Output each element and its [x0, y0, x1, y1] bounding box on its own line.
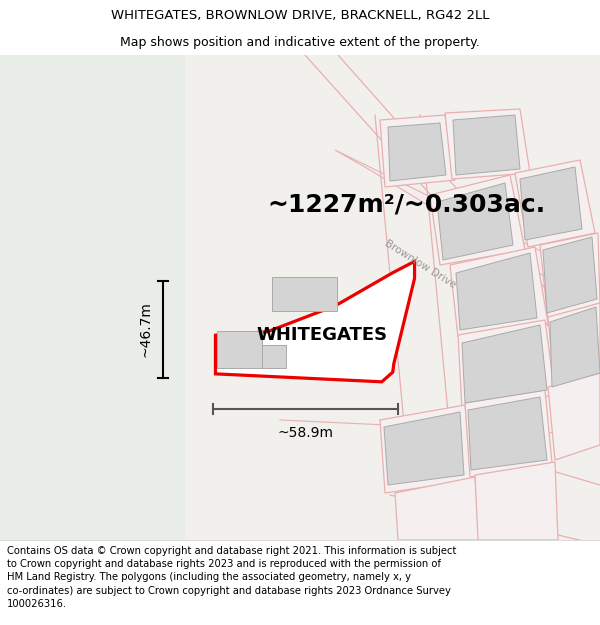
Polygon shape	[540, 233, 600, 320]
Polygon shape	[430, 175, 525, 265]
Polygon shape	[458, 320, 555, 410]
Polygon shape	[217, 331, 262, 368]
Polygon shape	[395, 477, 480, 540]
Polygon shape	[215, 261, 415, 382]
Text: WHITEGATES, BROWNLOW DRIVE, BRACKNELL, RG42 2LL: WHITEGATES, BROWNLOW DRIVE, BRACKNELL, R…	[111, 9, 489, 22]
Polygon shape	[468, 397, 547, 470]
Polygon shape	[380, 405, 472, 493]
Polygon shape	[456, 253, 537, 330]
Text: Brownlow Drive: Brownlow Drive	[383, 238, 457, 290]
Polygon shape	[380, 115, 455, 187]
Text: ~46.7m: ~46.7m	[139, 302, 152, 358]
Polygon shape	[543, 237, 597, 313]
Text: Map shows position and indicative extent of the property.: Map shows position and indicative extent…	[120, 36, 480, 49]
Text: Contains OS data © Crown copyright and database right 2021. This information is : Contains OS data © Crown copyright and d…	[7, 546, 457, 609]
Polygon shape	[272, 278, 337, 311]
Polygon shape	[548, 303, 600, 390]
Polygon shape	[384, 412, 464, 485]
Bar	[0, 55, 185, 540]
Polygon shape	[437, 183, 513, 260]
Polygon shape	[335, 150, 600, 310]
Polygon shape	[475, 462, 558, 540]
Polygon shape	[462, 325, 547, 403]
Text: ~1227m²/~0.303ac.: ~1227m²/~0.303ac.	[267, 192, 545, 216]
Polygon shape	[453, 115, 520, 175]
Polygon shape	[548, 373, 600, 460]
Polygon shape	[262, 346, 286, 368]
Polygon shape	[550, 307, 600, 387]
Polygon shape	[515, 160, 595, 247]
Polygon shape	[445, 109, 530, 179]
Text: WHITEGATES: WHITEGATES	[256, 326, 388, 344]
Bar	[185, 55, 600, 540]
Text: ~58.9m: ~58.9m	[277, 426, 334, 440]
Polygon shape	[450, 247, 548, 337]
Polygon shape	[465, 390, 552, 477]
Polygon shape	[388, 123, 446, 181]
Polygon shape	[520, 167, 582, 240]
